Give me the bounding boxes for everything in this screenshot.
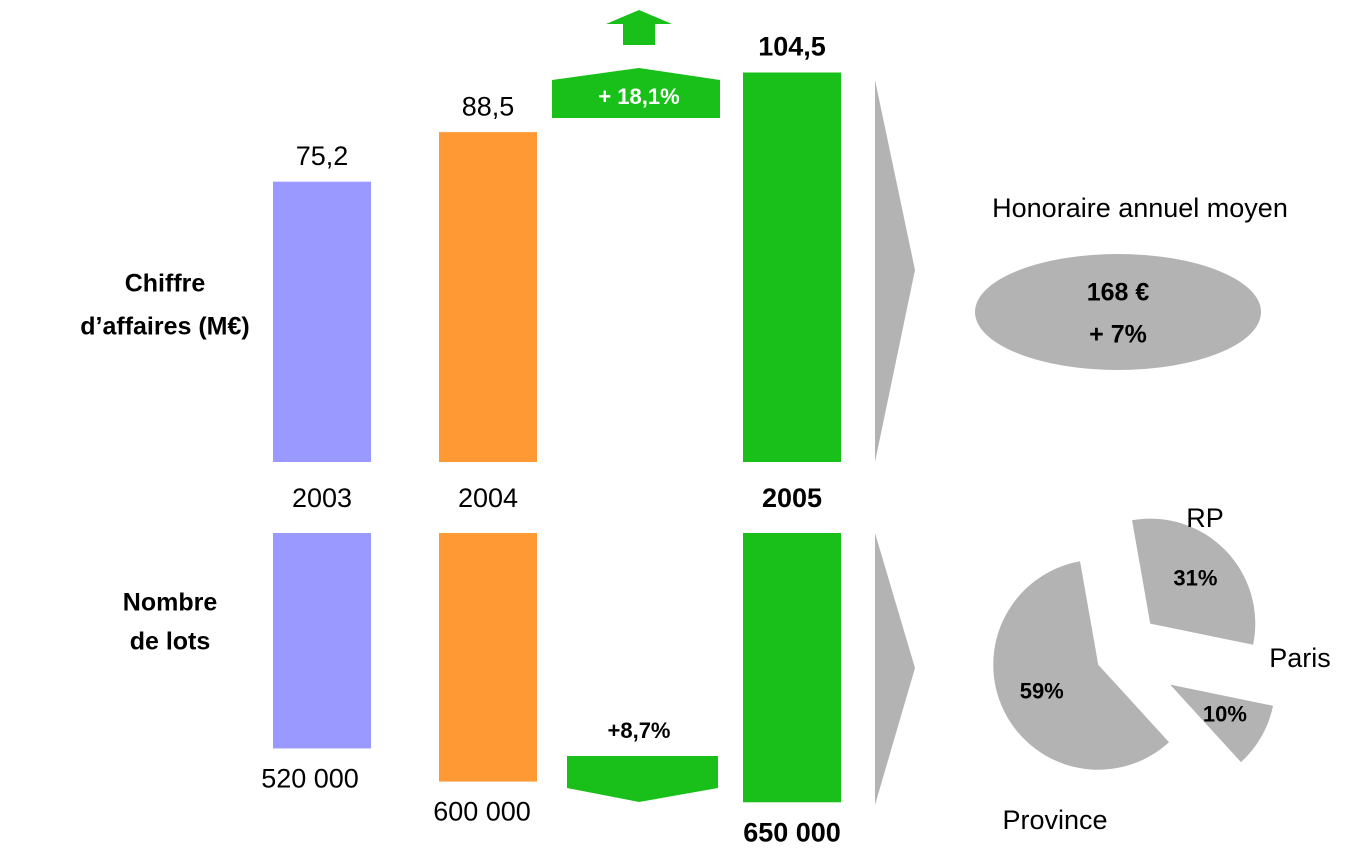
bar	[273, 533, 371, 749]
slice-category: Province	[1002, 805, 1107, 835]
pie-slice	[1132, 518, 1256, 645]
bar	[743, 72, 841, 462]
category-label: 2005	[762, 483, 822, 513]
growth-band	[567, 756, 718, 802]
slice-label: 10%	[1203, 702, 1247, 727]
chevron	[875, 80, 915, 462]
row-label: Chiffre	[125, 270, 206, 298]
pie-slice	[1170, 684, 1274, 763]
callout-line: + 7%	[1089, 321, 1147, 349]
category-label: 2003	[292, 483, 352, 513]
bar	[439, 533, 537, 782]
callout-ellipse	[975, 254, 1261, 370]
growth-label: +8,7%	[608, 718, 671, 743]
callout-line: 168 €	[1087, 279, 1150, 307]
up-arrow	[606, 10, 672, 45]
value-label: 104,5	[758, 32, 826, 62]
bar	[439, 132, 537, 463]
value-label: 520 000	[261, 764, 359, 794]
bar	[743, 533, 841, 803]
slice-label: 31%	[1173, 566, 1217, 591]
value-label: 650 000	[743, 817, 841, 847]
value-label: 88,5	[462, 91, 515, 121]
bar	[273, 181, 371, 462]
row-label: d’affaires (M€)	[80, 313, 249, 341]
slice-category: Paris	[1269, 643, 1331, 673]
slice-label: 59%	[1020, 678, 1064, 703]
growth-label: + 18,1%	[598, 84, 679, 109]
slice-category: RP	[1186, 503, 1224, 533]
growth-band	[552, 68, 720, 118]
row-label: de lots	[130, 628, 211, 656]
chevron	[875, 533, 915, 805]
value-label: 600 000	[433, 797, 531, 827]
callout-title: Honoraire annuel moyen	[992, 193, 1288, 223]
pie-slice	[993, 561, 1170, 770]
value-label: 75,2	[296, 141, 349, 171]
row-label: Nombre	[123, 589, 218, 617]
category-label: 2004	[458, 483, 518, 513]
